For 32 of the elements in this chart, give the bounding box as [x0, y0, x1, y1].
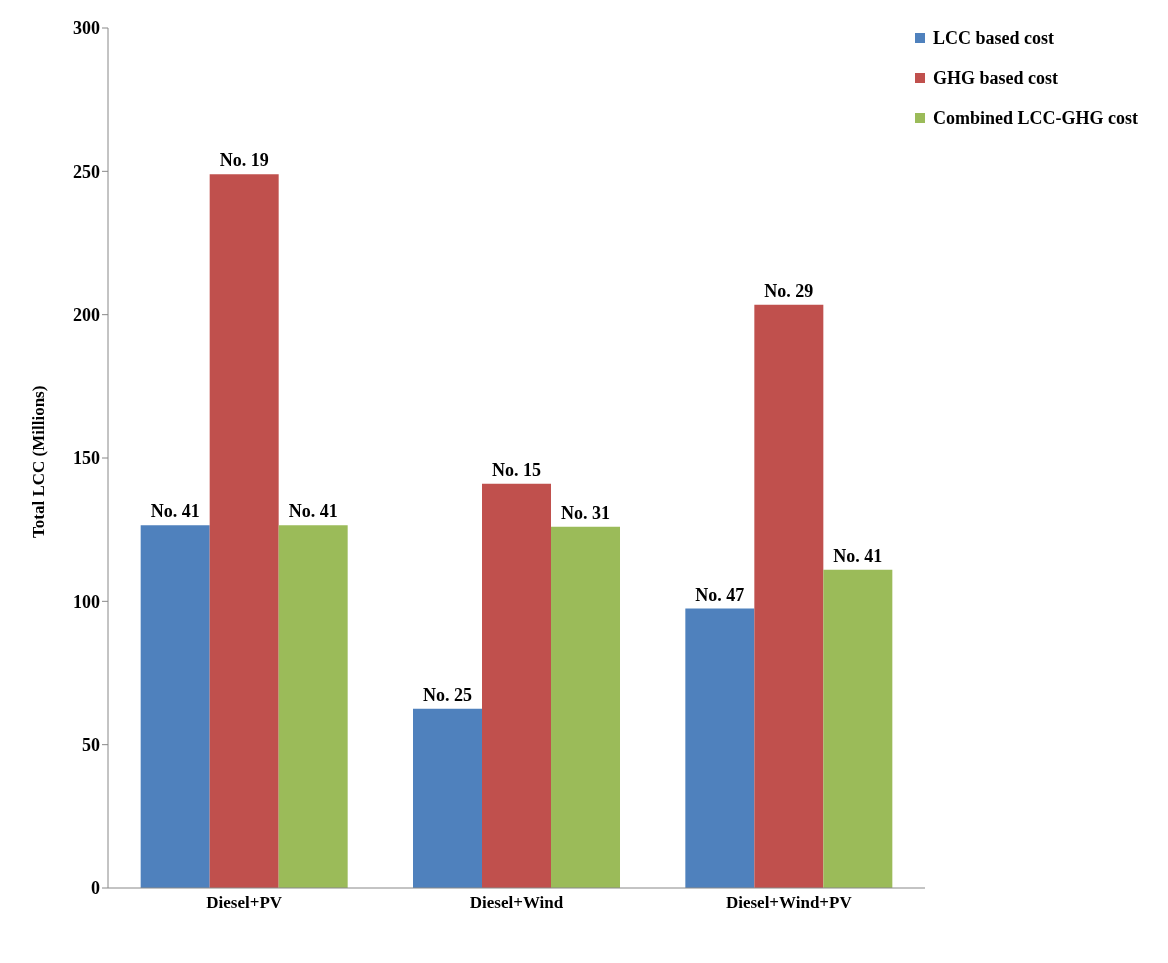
x-tick-label: Diesel+PV [206, 893, 283, 913]
bar [140, 525, 210, 888]
bar [823, 569, 893, 888]
y-axis-title: Total LCC (Millions) [29, 385, 49, 538]
legend-label: GHG based cost [932, 66, 1059, 90]
y-tick-label: 250 [73, 161, 100, 182]
bar [482, 483, 552, 888]
annotation: No. 19 [219, 150, 269, 171]
annotation: No. 41 [288, 501, 338, 522]
annotation: No. 15 [492, 459, 542, 480]
bar [685, 608, 755, 888]
bar [278, 525, 348, 888]
legend-label: LCC based cost [932, 26, 1055, 50]
annotation: No. 41 [833, 545, 883, 566]
bar [209, 174, 279, 888]
bar [413, 708, 483, 888]
x-tick-label: Diesel+Wind+PV [725, 893, 853, 913]
annotation: No. 29 [764, 280, 814, 301]
y-tick-label: 50 [82, 735, 100, 756]
x-tick-label: Diesel+Wind [469, 893, 564, 913]
legend-label: Combined LCC-GHG cost [932, 106, 1138, 130]
bar [754, 304, 824, 888]
y-tick-label: 200 [73, 305, 100, 326]
annotation: No. 31 [561, 502, 611, 523]
annotation: No. 25 [423, 684, 473, 705]
y-tick-label: 150 [73, 448, 100, 469]
y-tick-label: 100 [73, 591, 100, 612]
y-tick-label: 0 [91, 878, 100, 899]
annotation: No. 41 [150, 501, 200, 522]
y-tick-label: 300 [73, 18, 100, 39]
annotation: No. 47 [695, 584, 745, 605]
bar [551, 526, 621, 888]
